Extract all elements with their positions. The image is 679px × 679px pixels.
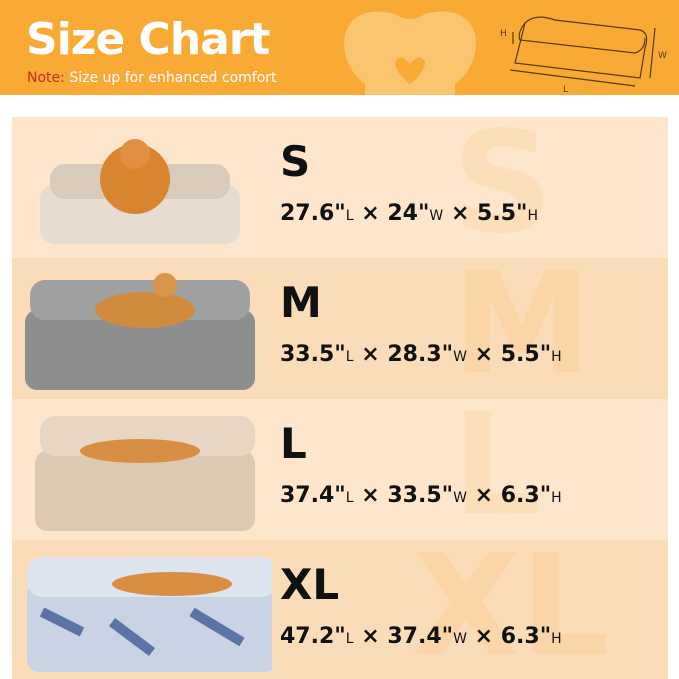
size-dimensions: 27.6"L × 24"W × 5.5"H [280, 201, 539, 226]
bed-image-s [40, 139, 240, 244]
size-dimensions: 37.4"L × 33.5"W × 6.3"H [280, 483, 562, 508]
size-label: S [280, 137, 311, 186]
size-dimensions: 47.2"L × 37.4"W × 6.3"H [280, 624, 562, 649]
watermark-m: M [452, 258, 592, 399]
size-label: XL [280, 560, 340, 609]
watermark-l: L [452, 399, 542, 540]
bed-image-xl [27, 557, 272, 672]
length-label: L [563, 85, 568, 93]
dog-silhouette-icon [344, 11, 476, 95]
watermark-xl: XL [412, 540, 610, 679]
size-row-m: M M 33.5"L × 28.3"W × 5.5"H [12, 258, 668, 399]
size-dimensions: 33.5"L × 28.3"W × 5.5"H [280, 342, 562, 367]
note: Note: Size up for enhanced comfort [27, 70, 277, 86]
page-title: Size Chart [26, 14, 271, 65]
size-row-l: L L 37.4"L × 33.5"W × 6.3"H [12, 399, 668, 540]
bed-dimensions-diagram: H W L [500, 16, 667, 93]
size-table: S S 27.6"L × 24"W × 5.5"H M M 33.5"L × 2… [12, 117, 668, 679]
size-label: L [280, 419, 307, 468]
size-chart-banner: Size Chart Note: Size up for enhanced co… [0, 0, 679, 95]
width-label: W [658, 51, 667, 61]
bed-image-l [35, 416, 255, 531]
height-label: H [500, 29, 507, 39]
size-row-s: S S 27.6"L × 24"W × 5.5"H [12, 117, 668, 258]
watermark-s: S [452, 117, 553, 258]
size-label: M [280, 278, 322, 327]
bed-image-m [25, 273, 255, 390]
size-row-xl: XL XL 47.2"L × 37.4"W × 6.3"H [12, 540, 668, 679]
